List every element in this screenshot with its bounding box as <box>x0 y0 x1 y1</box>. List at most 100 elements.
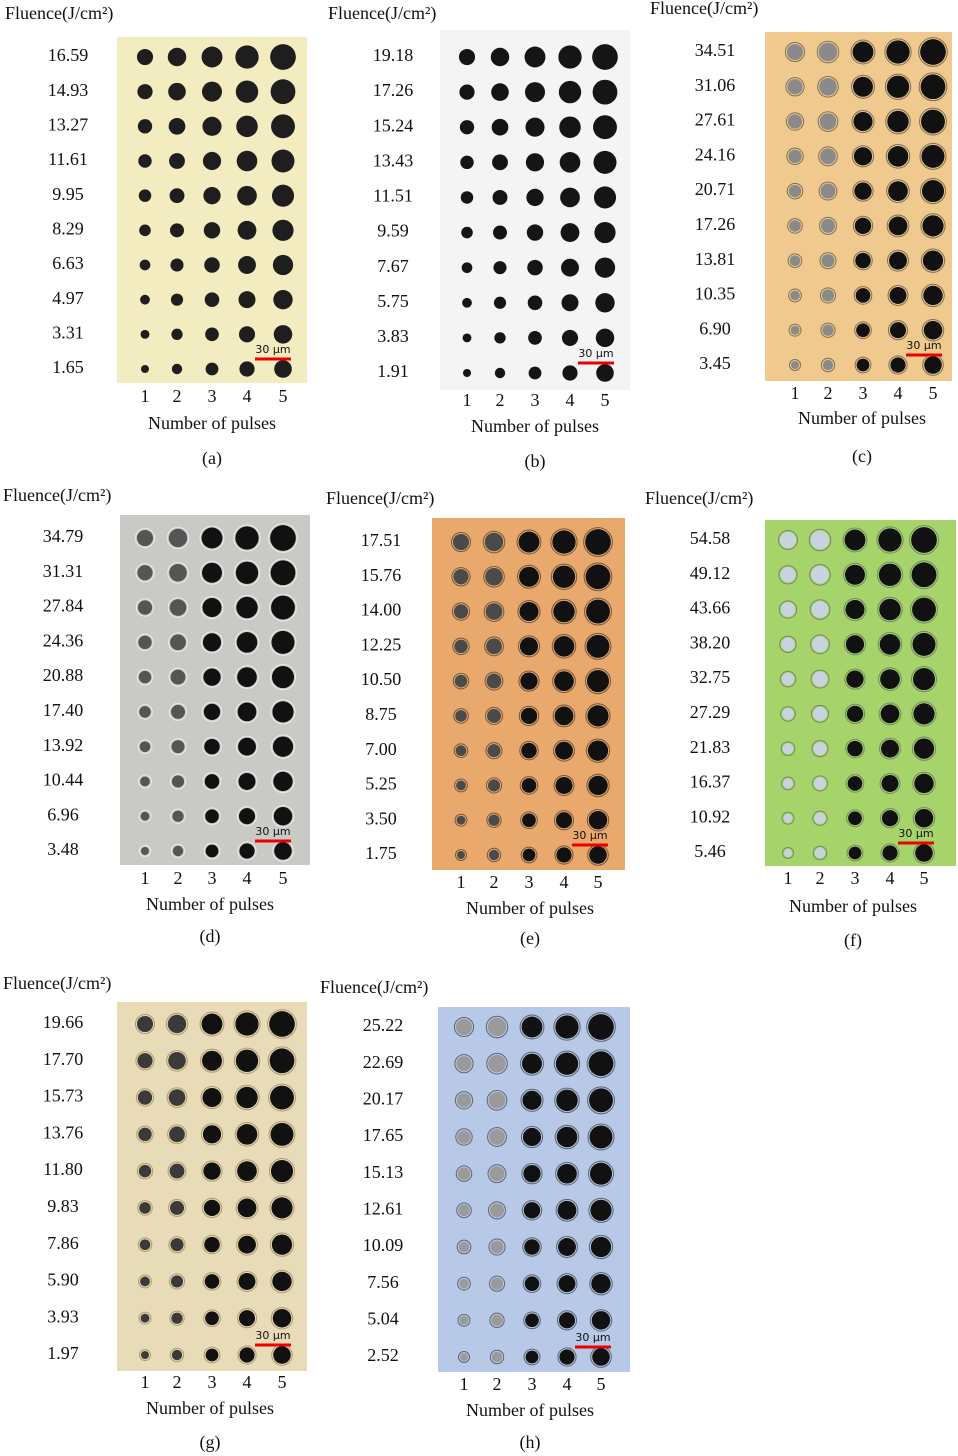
crater <box>491 118 509 136</box>
x-axis-label: Number of pulses <box>146 1398 274 1418</box>
pulse-number: 3 <box>208 868 217 888</box>
crater-rim <box>589 1309 613 1332</box>
crater <box>204 1236 220 1253</box>
crater-rim <box>202 1234 222 1255</box>
crater-rim <box>779 635 797 654</box>
crater <box>170 293 184 306</box>
crater-rim <box>167 1124 187 1145</box>
crater <box>270 44 296 70</box>
panel-label: (a) <box>202 448 222 469</box>
crater-rim <box>488 1238 506 1256</box>
fluence-value: 34.79 <box>43 526 84 546</box>
crater-rim <box>520 1125 544 1149</box>
crater-rim <box>270 699 296 725</box>
crater <box>140 1313 150 1323</box>
crater <box>485 603 503 620</box>
crater-rim <box>485 1015 509 1039</box>
crater-rim <box>270 1269 294 1294</box>
crater-rim <box>587 1160 615 1187</box>
crater-rim <box>169 1310 185 1326</box>
crater-rim <box>236 1233 258 1256</box>
crater <box>168 1051 186 1070</box>
crater <box>204 738 220 755</box>
pulse-number: 1 <box>784 868 793 888</box>
crater-rim <box>853 286 873 305</box>
fluence-value: 10.35 <box>695 284 736 304</box>
crater <box>235 561 259 584</box>
crater <box>237 702 257 722</box>
crater-rim <box>484 671 504 691</box>
fluence-value: 31.06 <box>695 75 736 95</box>
crater-rim <box>236 1270 258 1292</box>
crater <box>238 737 256 756</box>
crater <box>457 1167 471 1180</box>
crater <box>782 708 794 720</box>
fluence-value: 10.50 <box>361 669 402 689</box>
panel-label: (h) <box>520 1432 541 1453</box>
crater <box>273 771 293 792</box>
fluence-value: 17.26 <box>373 80 414 100</box>
crater-rim <box>458 1351 470 1363</box>
crater <box>137 84 153 100</box>
crater <box>520 672 538 690</box>
fluence-value: 31.31 <box>43 561 84 581</box>
crater <box>586 634 610 658</box>
crater <box>203 668 221 686</box>
crater-rim <box>810 669 830 689</box>
crater <box>528 366 542 380</box>
crater <box>271 595 295 620</box>
crater <box>202 81 222 102</box>
crater-rim <box>884 73 912 100</box>
crater <box>490 47 510 67</box>
pulse-number: 1 <box>141 386 150 406</box>
crater-rim <box>519 740 539 761</box>
crater <box>853 76 873 97</box>
crater <box>168 117 186 135</box>
crater <box>488 814 500 826</box>
crater <box>236 115 258 138</box>
crater <box>456 1093 472 1108</box>
crater <box>202 598 222 618</box>
crater-rim <box>583 527 613 557</box>
fluence-value: 5.46 <box>694 841 726 861</box>
x-axis-label: Number of pulses <box>148 413 276 433</box>
crater <box>887 146 909 167</box>
crater-rim <box>852 180 874 202</box>
crater <box>781 637 795 652</box>
crater-rim <box>787 218 803 234</box>
crater <box>812 636 828 653</box>
panel: Fluence(J/cm²) 17.51 15.76 14.00 12.25 10.50 8… <box>326 488 625 949</box>
crater-rim <box>454 1054 474 1074</box>
crater-rim <box>785 77 805 97</box>
crater <box>205 844 219 858</box>
fluence-value: 5.04 <box>367 1308 399 1328</box>
fluence-value: 24.36 <box>43 630 84 650</box>
crater <box>588 810 608 830</box>
crater <box>458 1204 470 1217</box>
pulse-number: 5 <box>920 868 929 888</box>
crater <box>169 153 185 169</box>
crater <box>271 1197 293 1219</box>
crater-rim <box>845 774 865 793</box>
crater <box>596 364 614 382</box>
fluence-value: 10.44 <box>43 770 84 790</box>
crater-rim <box>235 700 259 724</box>
crater-rim <box>809 599 831 620</box>
crater <box>205 1348 219 1362</box>
crater <box>493 225 507 240</box>
crater <box>205 809 219 824</box>
panel-label: (c) <box>852 446 872 467</box>
crater <box>236 632 258 653</box>
crater <box>555 1015 579 1039</box>
crater <box>923 320 943 340</box>
crater-rim <box>888 355 908 375</box>
crater-rim <box>201 1197 223 1219</box>
crater <box>272 1308 292 1328</box>
crater <box>270 1160 294 1183</box>
crater <box>459 1278 469 1289</box>
x-axis-label: Number of pulses <box>466 898 594 918</box>
fluence-value: 1.97 <box>47 1343 79 1363</box>
fluence-header: Fluence(J/cm²) <box>5 3 113 24</box>
crater-rim <box>919 178 947 205</box>
crater-rim <box>486 812 502 828</box>
